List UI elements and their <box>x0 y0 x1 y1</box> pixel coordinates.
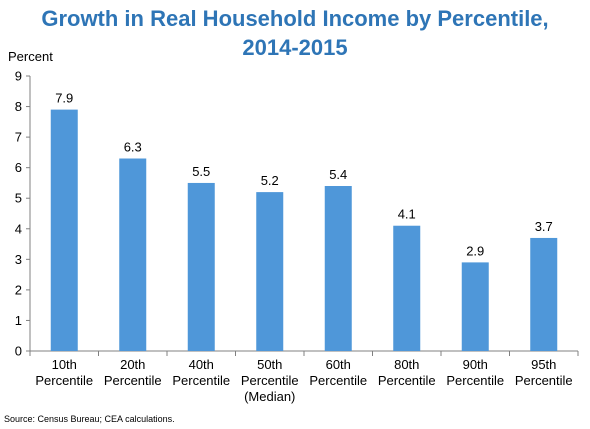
data-label: 5.2 <box>261 173 279 188</box>
chart-title-line-1: Growth in Real Household Income by Perce… <box>41 6 549 31</box>
y-tick-label: 8 <box>15 99 22 114</box>
y-tick-label: 1 <box>15 313 22 328</box>
x-tick-label: 50th Percentile (Median) <box>241 357 299 404</box>
x-tick-label-line: Percentile <box>104 373 162 388</box>
x-tick-label: 40th Percentile <box>172 357 230 388</box>
bar <box>530 237 558 351</box>
x-tick-label: 10th Percentile <box>35 357 93 388</box>
y-tick-label: 2 <box>15 282 22 297</box>
source-note: Source: Census Bureau; CEA calculations. <box>4 414 175 424</box>
data-label: 3.7 <box>535 219 553 234</box>
x-tick-label-line: 50th <box>257 357 282 372</box>
data-label: 4.1 <box>398 207 416 222</box>
chart-title: Growth in Real Household Income by Perce… <box>0 4 590 62</box>
data-label: 5.4 <box>329 167 347 182</box>
x-tick-label-line: Percentile <box>446 373 504 388</box>
y-tick-label: 7 <box>15 130 22 145</box>
x-tick-label-line: (Median) <box>244 389 295 404</box>
y-tick-label: 5 <box>15 191 22 206</box>
x-tick-label-line: 90th <box>463 357 488 372</box>
data-label: 7.9 <box>55 91 73 106</box>
y-tick-label: 6 <box>15 160 22 175</box>
y-tick-label: 0 <box>15 344 22 359</box>
x-tick-label: 80th Percentile <box>378 357 436 388</box>
x-tick-label-line: 20th <box>120 357 145 372</box>
bar <box>50 109 78 351</box>
x-tick-label-line: Percentile <box>35 373 93 388</box>
chart-title-line-2: 2014-2015 <box>242 35 348 60</box>
bar <box>324 186 352 351</box>
bar <box>187 182 215 351</box>
x-tick-label-line: 10th <box>52 357 77 372</box>
data-label: 5.5 <box>192 164 210 179</box>
x-tick-label-line: Percentile <box>309 373 367 388</box>
y-tick-label: 3 <box>15 252 22 267</box>
x-tick-label-line: 60th <box>326 357 351 372</box>
x-tick-label-line: Percentile <box>515 373 573 388</box>
y-tick-label: 4 <box>15 221 22 236</box>
bar <box>461 262 489 351</box>
x-tick-label-line: 80th <box>394 357 419 372</box>
data-label: 6.3 <box>124 140 142 155</box>
bar <box>393 225 421 351</box>
x-tick-label-line: 95th <box>531 357 556 372</box>
x-tick-label: 20th Percentile <box>104 357 162 388</box>
x-tick-label: 60th Percentile <box>309 357 367 388</box>
x-tick-label-line: Percentile <box>241 373 299 388</box>
x-tick-label-line: Percentile <box>378 373 436 388</box>
x-tick-label: 90th Percentile <box>446 357 504 388</box>
bar <box>119 158 147 351</box>
data-label: 2.9 <box>466 243 484 258</box>
y-axis-label: Percent <box>8 49 53 64</box>
x-tick-label: 95th Percentile <box>515 357 573 388</box>
y-tick-label: 9 <box>15 69 22 84</box>
bar <box>256 192 284 351</box>
x-tick-label-line: Percentile <box>172 373 230 388</box>
x-tick-label-line: 40th <box>189 357 214 372</box>
